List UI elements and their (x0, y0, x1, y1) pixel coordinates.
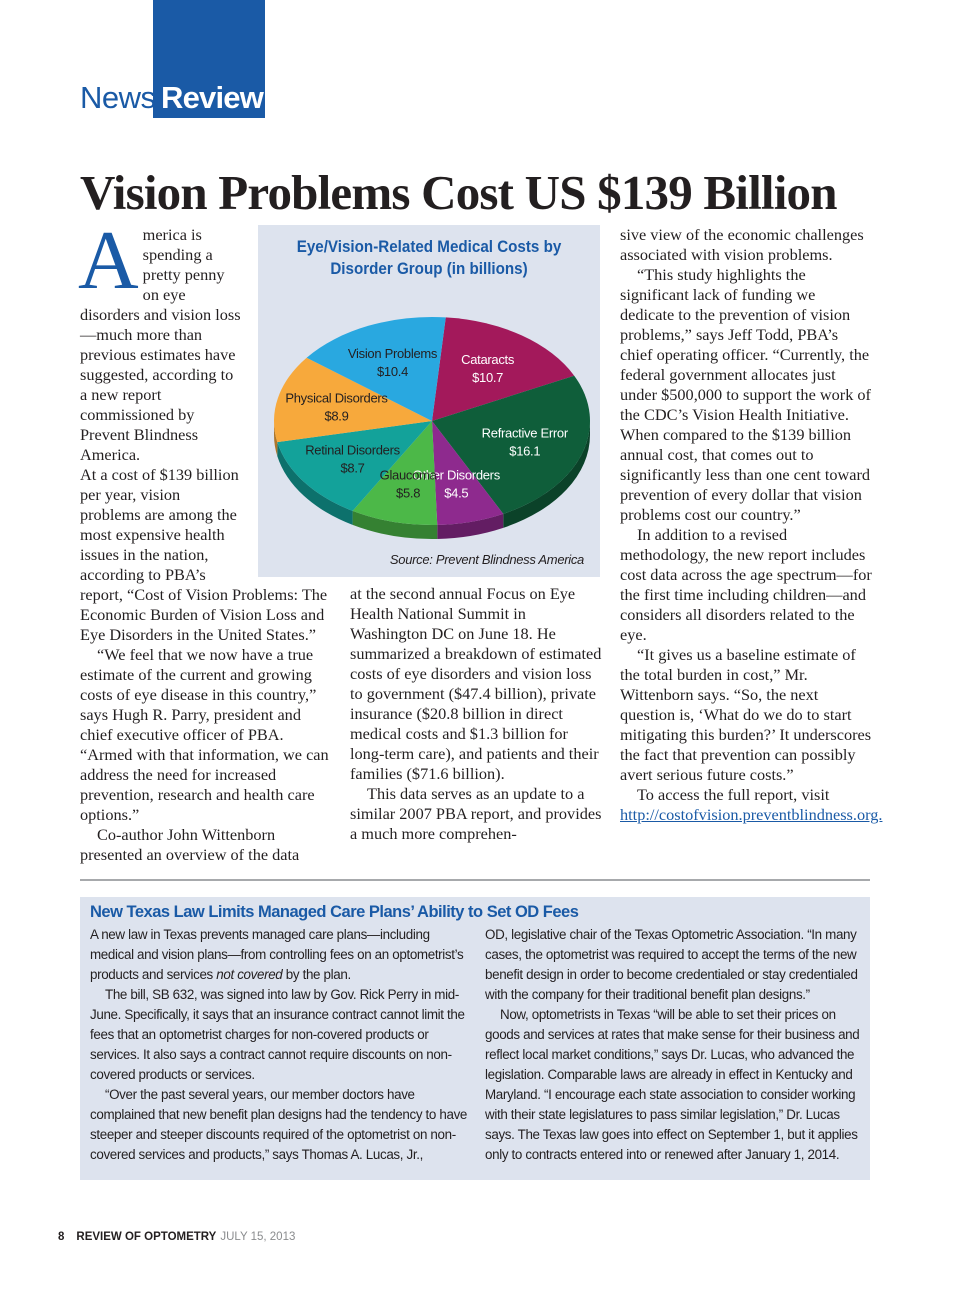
text-run: “This study highlights the significant l… (620, 265, 871, 524)
pie-chart: Cataracts $10.7 Refractive Error $16.1 Other… (274, 317, 590, 539)
chart-box: Cataracts $10.7 Refractive Error $16.1 Other… (258, 225, 600, 577)
slice-value: $8.9 (324, 409, 348, 424)
pie-slice (306, 317, 446, 421)
sidebar-box (80, 897, 870, 1180)
text-run: Co-author John Wittenborn presented an o… (80, 825, 300, 864)
pie-slice-side (503, 421, 590, 528)
paragraph: Co-author John Wittenborn presented an o… (80, 825, 332, 865)
page-number: 8 (58, 1231, 65, 1243)
text-run: by the plan. (282, 967, 351, 982)
sidebar-column: A new law in Texas prevents managed care… (90, 925, 470, 1165)
paragraph: “It gives us a baseline estimate of the … (620, 645, 872, 785)
slice-label: Glaucoma (380, 468, 438, 483)
slice-label: Other Disorders (413, 467, 501, 482)
sidebar-title: New Texas Law Limits Managed Care Plans’… (90, 903, 579, 921)
divider (80, 879, 870, 881)
pie-slice-side (352, 510, 438, 539)
paragraph: sive view of the economic challenges ass… (620, 225, 872, 265)
slice-label: Refractive Error (482, 426, 569, 441)
slice-value: $8.7 (340, 461, 364, 476)
article-column: at the second annual Focus on Eye Health… (350, 584, 602, 844)
emphasis: not covered (216, 967, 283, 982)
paragraph: At a cost of $139 billion per year, visi… (80, 465, 332, 645)
slice-value: $10.4 (377, 364, 408, 379)
text-run: In addition to a revised methodology, th… (620, 525, 872, 644)
article-column: sive view of the economic challenges ass… (620, 225, 882, 825)
slice-value: $4.5 (444, 485, 468, 500)
issue-date: JULY 15, 2013 (220, 1231, 296, 1243)
paragraph: “Over the past several years, our member… (90, 1085, 470, 1165)
publication: REVIEW OF OPTOMETRY (76, 1231, 217, 1243)
text-run: A new law in Texas prevents managed care… (90, 927, 464, 982)
paragraph: Now, optometrists in Texas “will be able… (485, 1005, 863, 1165)
pie-slice (277, 421, 432, 511)
paragraph: This data serves as an update to a simil… (350, 784, 602, 844)
slice-value: $5.8 (396, 486, 420, 501)
sidebar-column: OD, legislative chair of the Texas Optom… (485, 925, 863, 1165)
footer: 8 REVIEW OF OPTOMETRY JULY 15, 2013 (58, 1231, 295, 1243)
text-run: Now, optometrists in Texas “will be able… (485, 1007, 860, 1162)
paragraph: To access the full report, visit http://… (620, 785, 882, 825)
chart-title: Eye/Vision-Related Medical Costs by Diso… (296, 238, 562, 278)
text-run: This data serves as an update to a simil… (350, 784, 602, 843)
header-box (153, 0, 265, 118)
paragraph: “We feel that we now have a true estimat… (80, 645, 332, 825)
text-run: sive view of the economic challenges ass… (620, 225, 864, 264)
pie-slice (432, 375, 590, 514)
pie-slice-side (274, 421, 278, 457)
text-run: The bill, SB 632, was signed into law by… (90, 987, 465, 1082)
paragraph: at the second annual Focus on Eye Health… (350, 584, 602, 784)
slice-value: $10.7 (472, 370, 503, 385)
section-label-bold: Review (161, 80, 264, 115)
pie-slice (432, 421, 504, 525)
paragraph: OD, legislative chair of the Texas Optom… (485, 925, 863, 1005)
paragraph: A new law in Texas prevents managed care… (90, 925, 470, 985)
chart-source: Source: Prevent Blindness America (389, 552, 584, 567)
text-run: “We feel that we now have a true estimat… (80, 645, 329, 824)
link[interactable]: http://costofvision.preventblindness.org… (620, 805, 883, 824)
paragraph: “This study highlights the significant l… (620, 265, 872, 525)
drop-cap: A (78, 214, 139, 307)
text-run: At a cost of $139 billion per year, visi… (80, 465, 328, 644)
text-run: To access the full report, visit (637, 785, 830, 804)
pie-slice (274, 357, 432, 443)
pie-slice-side (437, 513, 504, 539)
slice-label: Vision Problems (348, 346, 438, 361)
text-run: OD, legislative chair of the Texas Optom… (485, 927, 858, 1002)
slice-label: Physical Disorders (285, 391, 388, 406)
pie-slice-side (277, 442, 353, 525)
text-run: “It gives us a baseline estimate of the … (620, 645, 872, 784)
article-title: Vision Problems Cost US $139 Billion (80, 165, 837, 220)
section-label: News (80, 80, 156, 115)
paragraph: The bill, SB 632, was signed into law by… (90, 985, 470, 1085)
pie-slice (352, 421, 438, 525)
text-run: merica is spending a pretty penny on eye… (80, 225, 241, 464)
text-run: at the second annual Focus on Eye Health… (350, 584, 602, 783)
slice-value: $16.1 (509, 444, 540, 459)
pie-slice (432, 317, 575, 421)
slice-label: Retinal Disorders (305, 443, 400, 458)
slice-label: Cataracts (461, 352, 515, 367)
paragraph: In addition to a revised methodology, th… (620, 525, 872, 645)
text-run: “Over the past several years, our member… (90, 1087, 468, 1162)
